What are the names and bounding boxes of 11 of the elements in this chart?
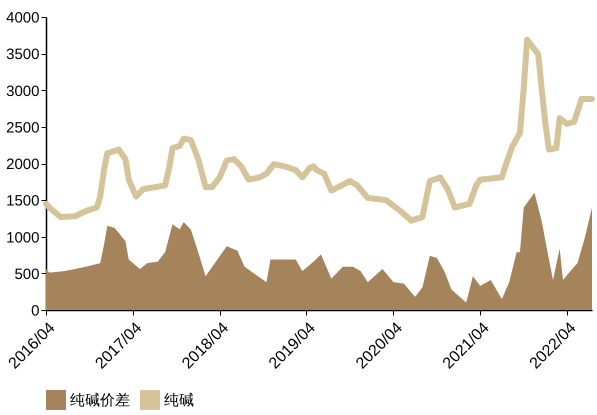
y-tick-label: 3500 <box>6 46 40 64</box>
y-tick-label: 0 <box>31 302 40 320</box>
legend-label: 纯碱 <box>164 392 194 409</box>
y-tick-label: 1000 <box>6 229 40 246</box>
y-tick-label: 2000 <box>6 156 40 173</box>
legend-label: 纯碱价差 <box>70 392 130 409</box>
y-tick-label: 3000 <box>6 82 40 100</box>
y-tick-label: 500 <box>14 266 40 283</box>
y-tick-label: 4000 <box>6 10 40 26</box>
y-tick-label: 2500 <box>6 119 40 136</box>
y-tick-label: 1500 <box>6 192 40 210</box>
